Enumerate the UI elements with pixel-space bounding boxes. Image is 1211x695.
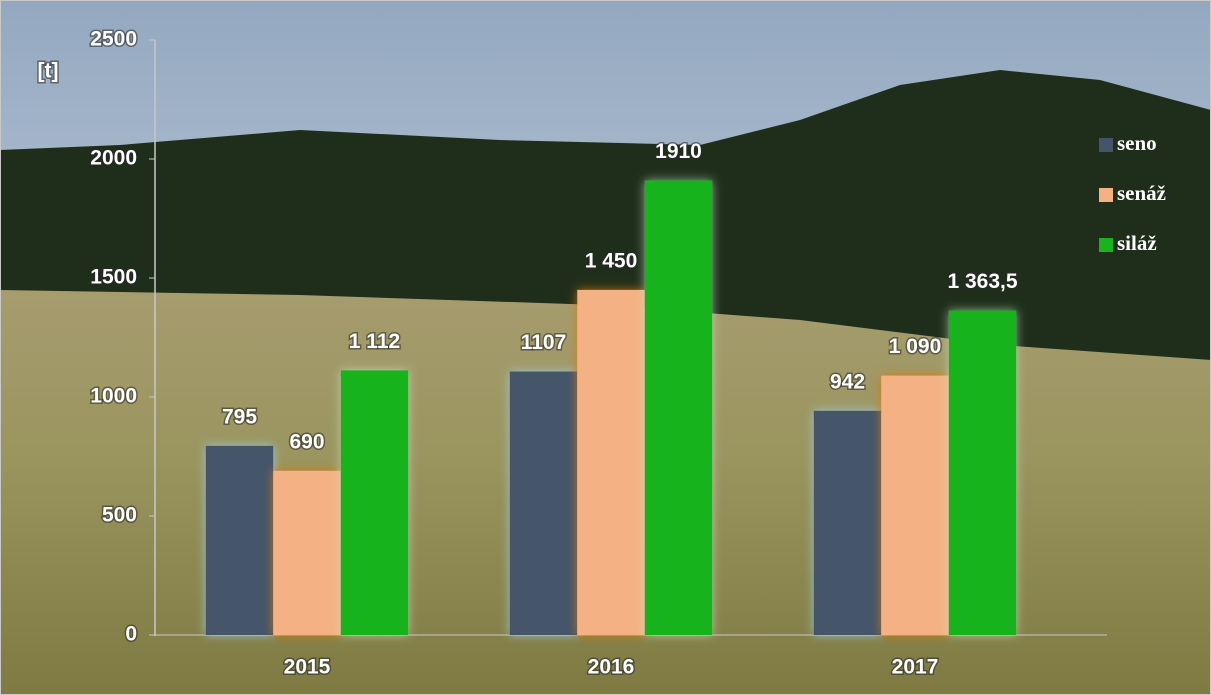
y-axis-label: [t] xyxy=(38,60,59,83)
bar xyxy=(273,471,341,635)
bar xyxy=(577,290,645,635)
value-label: 1 112 xyxy=(349,330,400,353)
value-label: 690 xyxy=(289,430,324,453)
value-label: 1 363,5 xyxy=(947,270,1017,293)
value-label: 1107 xyxy=(521,331,567,354)
x-tick-label: 2016 xyxy=(588,656,635,679)
y-tick-label: 2000 xyxy=(90,147,137,170)
y-tick-label: 2500 xyxy=(90,28,137,51)
legend-swatch xyxy=(1099,138,1113,152)
legend-swatch xyxy=(1099,238,1113,252)
value-label: 1 090 xyxy=(889,335,942,358)
chart: [t] 0 500 1000 1500 2000 2500 2015 795 690 1 112 2… xyxy=(0,0,1211,695)
legend-label: senáž xyxy=(1117,181,1166,205)
value-label: 795 xyxy=(222,405,257,428)
bar xyxy=(206,446,274,635)
x-tick-label: 2015 xyxy=(284,656,331,679)
legend-swatch xyxy=(1099,188,1113,202)
y-tick-label: 0 xyxy=(125,623,137,646)
legend-label: siláž xyxy=(1117,231,1157,255)
bar xyxy=(814,411,882,635)
value-label: 942 xyxy=(830,370,865,393)
bar xyxy=(881,376,949,635)
bar xyxy=(341,370,409,635)
bar xyxy=(949,310,1017,635)
y-tick-label: 1500 xyxy=(90,266,137,289)
x-tick-label: 2017 xyxy=(892,656,939,679)
bar xyxy=(510,372,578,635)
value-label: 1910 xyxy=(655,140,702,163)
value-label: 1 450 xyxy=(585,249,638,272)
bar xyxy=(645,180,713,635)
y-tick-label: 1000 xyxy=(90,385,137,408)
legend-label: seno xyxy=(1117,131,1157,155)
y-tick-label: 500 xyxy=(102,504,137,527)
